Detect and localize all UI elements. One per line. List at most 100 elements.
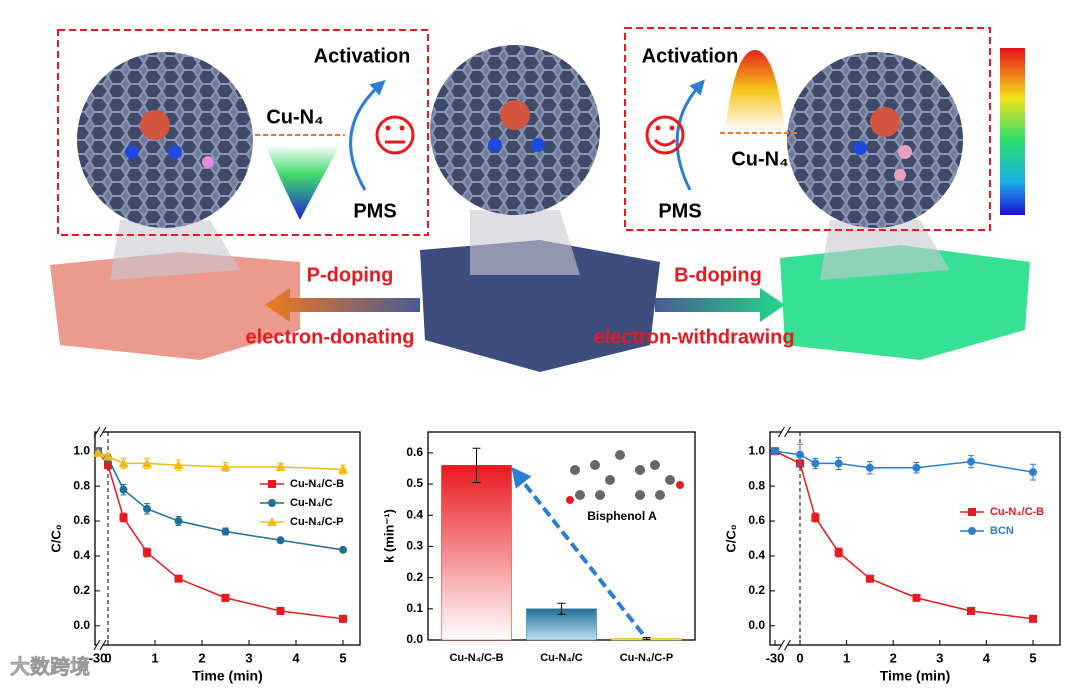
point [834, 548, 843, 557]
x-tick-label: 3 [936, 650, 943, 665]
point [276, 536, 285, 545]
axis-break [97, 426, 103, 438]
diagram: Activation Cu-N₄ PMS Activation Cu-N₄ PM… [10, 27, 1030, 679]
x-tick-label: 1 [151, 650, 158, 665]
y-tick-label: 0.1 [406, 601, 423, 615]
break-mark [784, 639, 791, 651]
legend-label: Cu-N₄/C-P [290, 516, 344, 528]
p-arrow [265, 288, 420, 322]
molecule [566, 450, 684, 504]
point [967, 606, 976, 615]
label: Cu-N₄ [266, 106, 323, 128]
break-mark [99, 639, 107, 651]
x-tick-label: 3 [245, 650, 252, 665]
point [811, 459, 820, 468]
break-mark [93, 426, 101, 438]
y-tick-label: 0.0 [73, 618, 90, 632]
point [119, 513, 128, 522]
break-mark [99, 426, 107, 438]
point [865, 574, 874, 583]
site-atoms [125, 100, 912, 181]
error-bar [557, 602, 566, 615]
point [174, 517, 183, 526]
point [771, 447, 779, 456]
x-tick-label: Cu-N₄/C-B [449, 652, 503, 664]
atom [566, 496, 574, 504]
atom [595, 490, 605, 500]
lens-cone [470, 210, 580, 275]
axis-break [781, 426, 788, 438]
atom [575, 490, 585, 500]
point [143, 504, 152, 513]
series-line [774, 450, 1034, 620]
point [1029, 614, 1037, 623]
x-tick-label: 5 [1029, 650, 1036, 665]
left-lens [77, 52, 253, 228]
point [143, 548, 152, 557]
legend-marker [968, 527, 976, 535]
atom [615, 450, 625, 460]
legend-label: Cu-N₄/C [290, 497, 333, 509]
y-tick-label: 0.4 [748, 548, 765, 562]
point [104, 461, 112, 470]
atom [570, 465, 580, 475]
error-bar [472, 447, 481, 484]
point [221, 527, 230, 536]
label: Activation [314, 45, 411, 67]
series-line [97, 452, 344, 471]
legend-label: Cu-N₄/C-B [290, 478, 344, 490]
happy-face [645, 115, 685, 155]
break-mark [778, 426, 785, 438]
activation-arrow [675, 79, 705, 191]
right-lens [787, 52, 963, 228]
point [339, 545, 347, 554]
x-tick-label: 4 [983, 650, 991, 665]
label: PMS [658, 200, 701, 222]
point [142, 458, 153, 468]
right-box [624, 27, 991, 231]
point [865, 463, 874, 472]
break-mark [778, 639, 785, 651]
y-axis-label: C/C₀ [723, 524, 738, 552]
label: Activation [642, 45, 739, 67]
point [276, 606, 285, 615]
axis-break [97, 639, 103, 651]
y-tick-label: 0.8 [73, 478, 90, 492]
label: Cu-N₄ [731, 148, 788, 170]
point [275, 461, 286, 471]
legend-marker [968, 508, 976, 516]
label: PMS [353, 200, 396, 222]
y-tick-label: 0.0 [748, 618, 765, 632]
point [93, 447, 103, 457]
point [174, 574, 183, 583]
atom [650, 460, 660, 470]
y-tick-label: 0.4 [73, 548, 90, 562]
x-tick-label: Cu-N₄/C-P [620, 652, 674, 664]
legend-marker [267, 517, 277, 526]
bell [725, 50, 785, 130]
label: P-doping [307, 264, 394, 286]
error-bar [642, 637, 651, 640]
bar [441, 465, 512, 641]
x-tick-label: 4 [292, 650, 300, 665]
legend-marker [268, 480, 276, 488]
point [118, 458, 129, 468]
point [339, 614, 347, 623]
atom [676, 481, 684, 489]
y-tick-label: 0.4 [406, 507, 423, 521]
color-scale [1000, 48, 1025, 215]
y-tick-label: 0.6 [748, 513, 765, 527]
x-axis-label: Time (min) [192, 668, 263, 684]
y-tick-label: 0.2 [748, 583, 765, 597]
point [1029, 468, 1037, 477]
legend-marker [268, 499, 276, 507]
label: B-doping [674, 264, 762, 286]
cone [265, 145, 340, 220]
label: electron-withdrawing [593, 326, 794, 348]
legend-label: BCN [990, 525, 1014, 537]
atom [665, 475, 675, 485]
axis-break [781, 639, 788, 651]
y-axis-label: k (min⁻¹) [381, 509, 396, 563]
plot-frame [769, 431, 1061, 646]
